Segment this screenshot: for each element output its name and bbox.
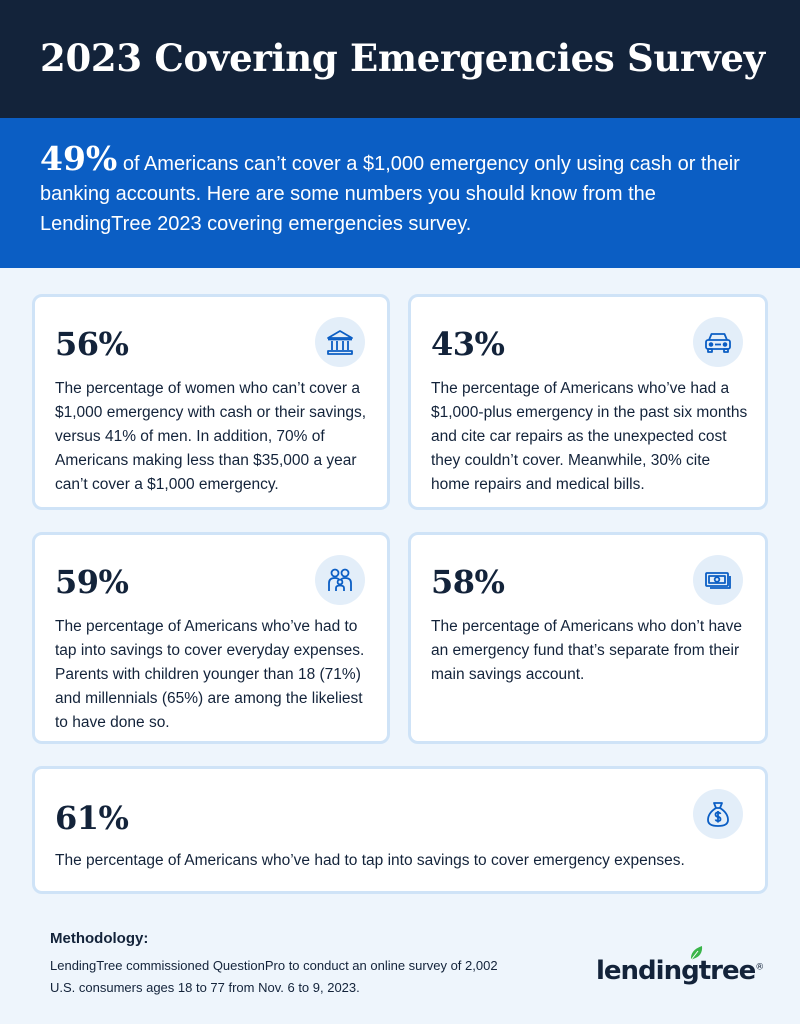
stat-description: The percentage of Americans who’ve had t…: [55, 852, 685, 869]
stat-description: The percentage of Americans who’ve had a…: [431, 380, 748, 493]
intro-highlight: 49%: [40, 139, 118, 178]
stat-card-emergency-expenses: 61% The percentage of Americans who’ve h…: [32, 766, 768, 894]
cash-icon: [693, 555, 743, 605]
methodology-title: Methodology:: [50, 930, 149, 947]
logo-registered-mark: ®: [755, 962, 764, 973]
stat-percent: 58%: [431, 563, 505, 601]
lendingtree-logo: lendingtree®: [596, 944, 776, 992]
stat-description: The percentage of Americans who’ve had t…: [55, 618, 365, 731]
intro-paragraph: 49% of Americans can’t cover a $1,000 em…: [40, 142, 760, 239]
methodology-text: LendingTree commissioned QuestionPro to …: [50, 958, 498, 995]
stat-description: The percentage of women who can’t cover …: [55, 380, 367, 493]
methodology-section: Methodology: LendingTree commissioned Qu…: [50, 930, 510, 999]
stat-card-women: 56% The percentage of women who can’t co…: [32, 294, 390, 510]
intro-banner: 49% of Americans can’t cover a $1,000 em…: [0, 118, 800, 268]
page-title: 2023 Covering Emergencies Survey: [40, 36, 765, 80]
stat-description: The percentage of Americans who don’t ha…: [431, 618, 743, 683]
logo-wordmark: lendingtree®: [596, 956, 764, 986]
stat-card-car-repairs: 43% The percentage of Americans who’ve h…: [408, 294, 768, 510]
bank-icon: [315, 317, 365, 367]
header-banner: 2023 Covering Emergencies Survey: [0, 0, 800, 118]
stat-percent: 43%: [431, 325, 505, 363]
stat-card-emergency-fund: 58% The percentage of Americans who don’…: [408, 532, 768, 744]
intro-text: of Americans can’t cover a $1,000 emerge…: [40, 153, 740, 235]
leaf-icon: [690, 946, 703, 961]
family-icon: [315, 555, 365, 605]
stat-percent: 56%: [55, 325, 129, 363]
stat-percent: 61%: [55, 799, 129, 837]
car-icon: [693, 317, 743, 367]
stat-card-everyday-expenses: 59% The percentage of Americans who’ve h…: [32, 532, 390, 744]
money-bag-icon: [693, 789, 743, 839]
logo-text: lendingtree: [596, 956, 756, 986]
stat-percent: 59%: [55, 563, 129, 601]
